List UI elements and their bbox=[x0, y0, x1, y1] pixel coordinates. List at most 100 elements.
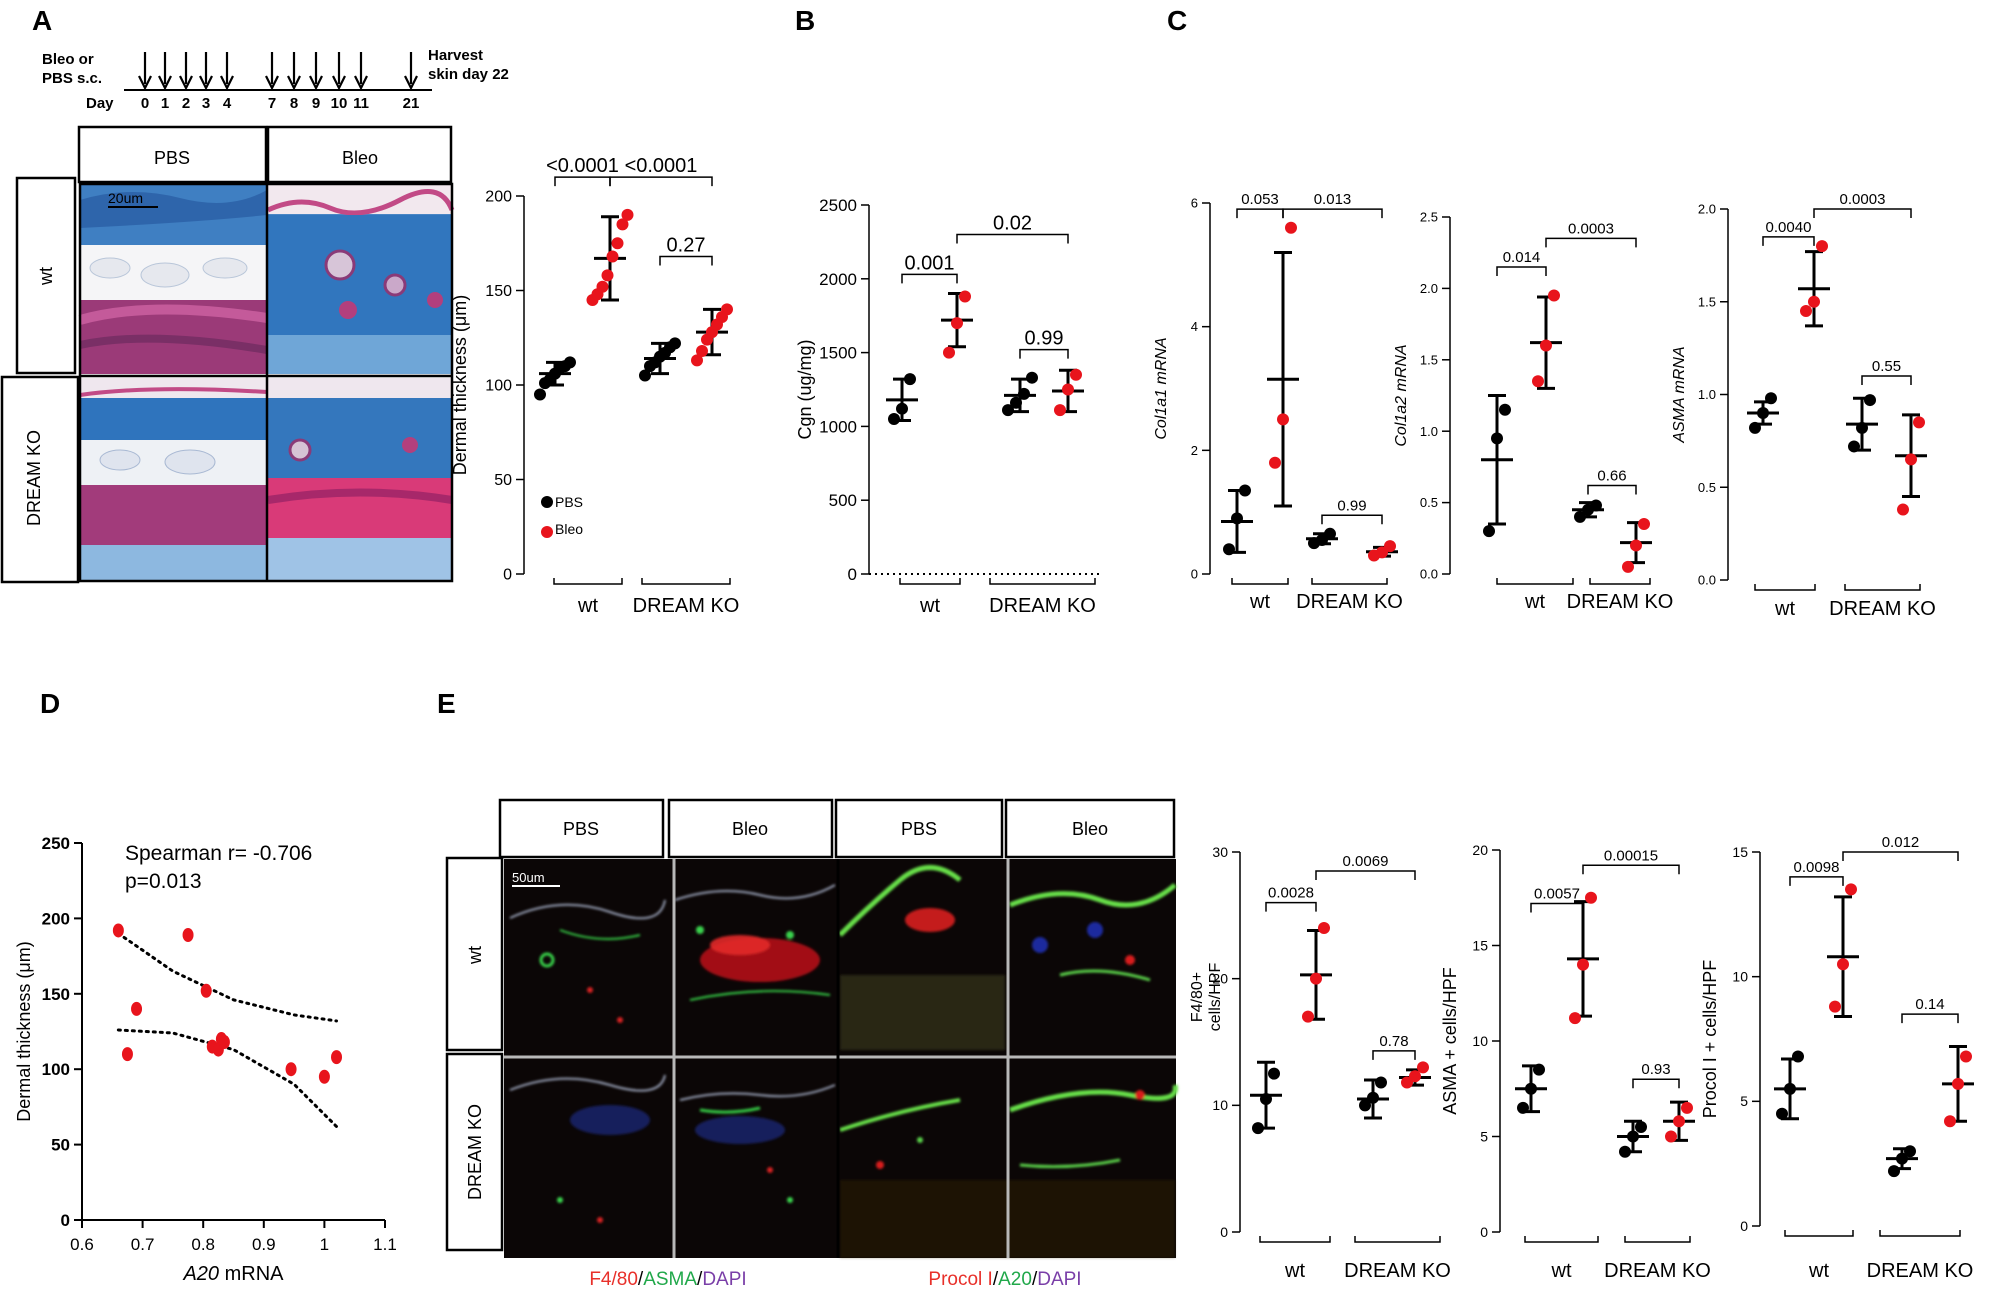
timeline-arrow-head bbox=[138, 75, 152, 91]
pvalue-bracket bbox=[1789, 876, 1844, 886]
x-axis-label-gene: A20 bbox=[182, 1263, 219, 1285]
stain-legend-part: F4/80 bbox=[589, 1269, 638, 1290]
data-point bbox=[112, 923, 124, 938]
data-point bbox=[1252, 1122, 1264, 1135]
data-point bbox=[1010, 396, 1022, 409]
y-tick-label: 150 bbox=[485, 283, 512, 300]
y-tick-label: 1000 bbox=[819, 417, 857, 436]
legend-label-bleo: Bleo bbox=[555, 521, 583, 537]
pvalue-label: 0.55 bbox=[1872, 358, 1901, 375]
x-group-label: wt bbox=[919, 595, 940, 617]
data-point bbox=[611, 237, 624, 250]
timeline-arrow-head bbox=[179, 75, 193, 91]
data-point bbox=[131, 1001, 143, 1016]
y-tick-label: 6 bbox=[1191, 196, 1198, 211]
pvalue-label: 0.013 bbox=[1314, 191, 1352, 208]
data-point bbox=[1896, 1152, 1908, 1165]
legend-marker-pbs bbox=[541, 496, 553, 508]
data-point bbox=[896, 402, 908, 415]
histo-a-image-ko-pbs bbox=[79, 378, 268, 581]
data-point bbox=[1574, 510, 1586, 523]
y-tick-label: 100 bbox=[42, 1060, 70, 1079]
pvalue-label: 0.0040 bbox=[1766, 219, 1812, 236]
stat-annotation-p: p=0.013 bbox=[125, 870, 202, 893]
pvalue-bracket bbox=[1236, 208, 1284, 219]
timeline-treatment-label-1: Bleo or bbox=[42, 51, 94, 68]
stain-legend-part: / bbox=[697, 1269, 703, 1290]
group-bracket bbox=[1354, 1236, 1441, 1243]
x-group-label: wt bbox=[577, 595, 598, 617]
data-point bbox=[1635, 1120, 1647, 1133]
timeline-arrow-head bbox=[158, 75, 172, 91]
data-point bbox=[200, 983, 212, 998]
pvalue-bracket bbox=[1632, 1078, 1680, 1089]
y-tick-label: 0.0 bbox=[1698, 573, 1716, 588]
stain-legend-part: Procol I bbox=[928, 1269, 992, 1290]
histo-e-row-header-wt bbox=[445, 856, 504, 1052]
data-point bbox=[1260, 1093, 1272, 1105]
stain-legend-part: / bbox=[993, 1269, 999, 1290]
data-point bbox=[1577, 958, 1589, 971]
histo-e-row-wt-label: wt bbox=[465, 946, 485, 965]
data-point bbox=[1359, 1099, 1371, 1112]
data-point bbox=[1673, 1115, 1685, 1128]
data-point bbox=[1310, 972, 1322, 985]
pvalue-label: 0.053 bbox=[1241, 191, 1279, 208]
y-tick-label: 1.0 bbox=[1420, 424, 1438, 439]
stain-legend-part: / bbox=[638, 1269, 644, 1290]
histo-a-scale-bar-label: 20um bbox=[108, 190, 143, 206]
histo-a-col-header-pbs bbox=[77, 125, 268, 184]
timeline-day-tick-label: 2 bbox=[182, 95, 190, 112]
group-bracket bbox=[899, 578, 961, 585]
data-point bbox=[691, 354, 703, 367]
data-point bbox=[1018, 387, 1030, 400]
data-point bbox=[1749, 421, 1761, 434]
pvalue-label: 0.00015 bbox=[1604, 847, 1658, 864]
data-point bbox=[1627, 1130, 1639, 1143]
y-tick-label: 200 bbox=[42, 909, 70, 928]
timeline-harvest-label-1: Harvest bbox=[428, 47, 483, 64]
y-axis-label: ASMA + cells/HPF bbox=[1440, 967, 1460, 1115]
histo-a-image-ko-bleo bbox=[267, 378, 453, 581]
timeline-arrow-head bbox=[404, 75, 418, 91]
group-bracket bbox=[1754, 584, 1816, 591]
pvalue-label: <0.0001 bbox=[625, 155, 698, 177]
pvalue-bracket bbox=[901, 273, 958, 284]
data-point bbox=[1569, 1012, 1581, 1025]
timeline-day-label: Day bbox=[86, 95, 114, 112]
data-point bbox=[1285, 221, 1297, 234]
x-group-label: DREAM KO bbox=[1567, 591, 1674, 613]
y-tick-label: 10 bbox=[1732, 969, 1748, 985]
data-point bbox=[1590, 499, 1602, 512]
pvalue-label: 0.0098 bbox=[1794, 859, 1840, 876]
pvalue-bracket bbox=[1282, 208, 1383, 219]
x-group-label: DREAM KO bbox=[989, 595, 1096, 617]
y-tick-label: 0 bbox=[1191, 567, 1198, 582]
stain-legend-part: DAPI bbox=[702, 1269, 746, 1290]
histo-a-row-ko-label: DREAM KO bbox=[24, 430, 44, 526]
group-bracket bbox=[1496, 578, 1574, 585]
y-tick-label: 500 bbox=[829, 491, 857, 510]
histo-e-stain-legend-left: F4/80/ASMA/DAPI bbox=[589, 1269, 746, 1290]
data-point bbox=[669, 337, 681, 350]
timeline-day-tick-label: 7 bbox=[268, 95, 276, 112]
histo-e-scale-bar-label: 50um bbox=[512, 870, 545, 885]
timeline-arrow-head bbox=[199, 75, 213, 91]
y-tick-label: 0 bbox=[1220, 1224, 1228, 1240]
y-tick-label: 30 bbox=[1212, 844, 1228, 860]
data-point bbox=[904, 373, 916, 386]
data-point bbox=[1367, 1091, 1379, 1104]
pvalue-label: 0.93 bbox=[1641, 1061, 1670, 1078]
legend-marker-bleo bbox=[541, 526, 553, 538]
data-point bbox=[639, 369, 651, 382]
data-point bbox=[721, 303, 733, 316]
histo-e-row-header-ko bbox=[445, 1052, 504, 1252]
y-axis-label: Procol I + cells/HPF bbox=[1700, 960, 1720, 1119]
x-tick-label: 0.9 bbox=[252, 1235, 276, 1254]
data-point bbox=[1776, 1107, 1788, 1120]
histo-e-col-4-label: Bleo bbox=[1072, 819, 1108, 839]
group-bracket bbox=[1231, 578, 1289, 585]
data-point bbox=[1829, 1000, 1841, 1013]
y-axis-label: ASMA mRNA bbox=[1671, 346, 1688, 443]
x-tick-label: 0.8 bbox=[191, 1235, 215, 1254]
